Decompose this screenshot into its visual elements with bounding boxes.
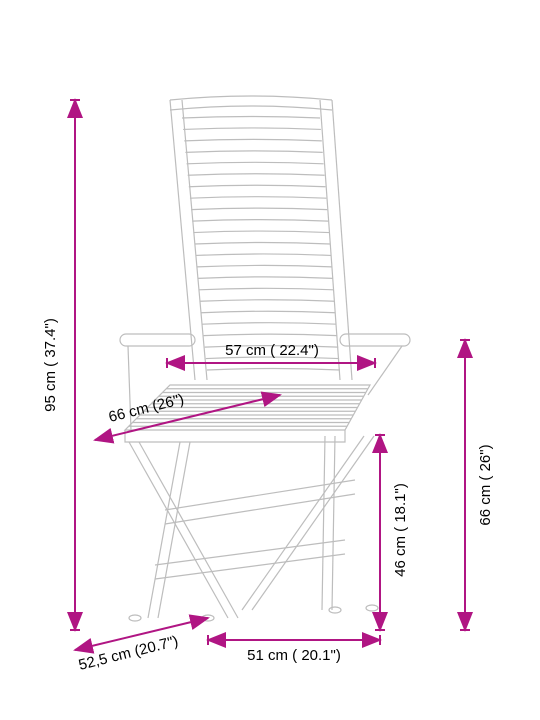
dim-base-width: 51 cm ( 20.1") <box>247 647 341 664</box>
dim-seat-width: 57 cm ( 22.4") <box>225 342 319 359</box>
dim-base-depth: 52,5 cm (20.7") <box>77 633 180 674</box>
dim-height-total: 95 cm ( 37.4") <box>42 318 59 412</box>
dim-seat-height: 46 cm ( 18.1") <box>392 483 409 577</box>
dimension-diagram: 95 cm ( 37.4") 66 cm ( 26") 46 cm ( 18.1")… <box>0 0 540 720</box>
dim-armrest-height: 66 cm ( 26") <box>477 444 494 525</box>
